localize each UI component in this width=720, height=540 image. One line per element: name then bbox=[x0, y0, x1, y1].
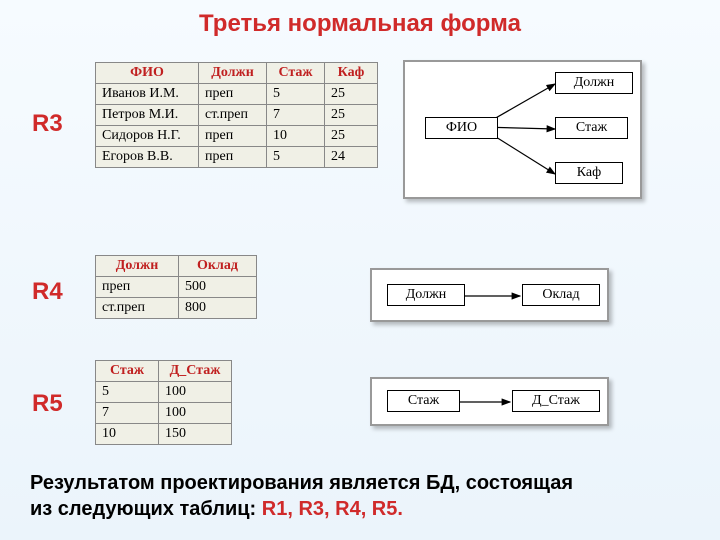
column-header: Должн bbox=[199, 63, 267, 84]
column-header: Д_Стаж bbox=[159, 361, 232, 382]
node-oklad: Оклад bbox=[522, 284, 600, 306]
table-row: 10150 bbox=[96, 424, 232, 445]
table-r5: СтажД_Стаж5100710010150 bbox=[95, 360, 232, 445]
node-kaf: Каф bbox=[555, 162, 623, 184]
table-row: преп500 bbox=[96, 277, 257, 298]
label-r4: R4 bbox=[32, 278, 63, 306]
table-row: Егоров В.В.преп524 bbox=[96, 147, 378, 168]
table-row: ст.преп800 bbox=[96, 298, 257, 319]
node-stazh: Стаж bbox=[387, 390, 460, 412]
table-row: Сидоров Н.Г.преп1025 bbox=[96, 126, 378, 147]
table-row: 5100 bbox=[96, 382, 232, 403]
footer-line2a: из следующих таблиц: bbox=[30, 498, 262, 520]
table-row: Петров М.И.ст.преп725 bbox=[96, 105, 378, 126]
column-header: Должн bbox=[96, 256, 179, 277]
node-dstazh: Д_Стаж bbox=[512, 390, 600, 412]
page-title: Третья нормальная форма bbox=[0, 10, 720, 38]
table-r4: ДолжнОкладпреп500ст.преп800 bbox=[95, 255, 257, 319]
column-header: ФИО bbox=[96, 63, 199, 84]
column-header: Оклад bbox=[179, 256, 257, 277]
column-header: Стаж bbox=[96, 361, 159, 382]
label-r5: R5 bbox=[32, 390, 63, 418]
node-dolzn: Должн bbox=[555, 72, 633, 94]
footer-line1: Результатом проектирования является БД, … bbox=[30, 472, 573, 494]
table-row: Иванов И.М.преп525 bbox=[96, 84, 378, 105]
table-r3: ФИОДолжнСтажКафИванов И.М.преп525Петров … bbox=[95, 62, 378, 168]
diagram-r3: ФИО Должн Стаж Каф bbox=[403, 60, 642, 199]
column-header: Стаж bbox=[267, 63, 325, 84]
label-r3: R3 bbox=[32, 110, 63, 138]
column-header: Каф bbox=[325, 63, 378, 84]
node-stazh: Стаж bbox=[555, 117, 628, 139]
diagram-r5: Стаж Д_Стаж bbox=[370, 377, 609, 426]
node-fio: ФИО bbox=[425, 117, 498, 139]
node-dolzn: Должн bbox=[387, 284, 465, 306]
footer-text: Результатом проектирования является БД, … bbox=[30, 470, 690, 522]
footer-highlight: R1, R3, R4, R5. bbox=[262, 498, 403, 520]
diagram-r4: Должн Оклад bbox=[370, 268, 609, 322]
table-row: 7100 bbox=[96, 403, 232, 424]
